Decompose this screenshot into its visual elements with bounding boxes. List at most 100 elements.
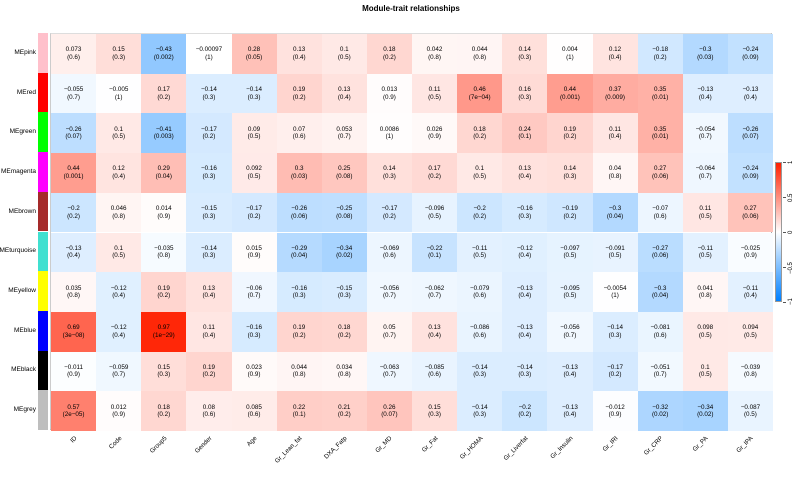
heatmap-cell: −0.22 (0.1) [412,232,458,273]
cell-value: 0.35 [654,86,667,94]
cell-pvalue: (0.2) [157,411,171,419]
heatmap-cell: 0.21 (0.2) [321,391,367,431]
heatmap-cell: 0.0086 (1) [366,113,412,154]
cell-pvalue: (7e−04) [468,93,491,101]
cell-value: −0.25 [336,205,353,213]
cell-pvalue: (0.04) [290,252,308,260]
cell-value: 0.05 [383,324,396,332]
cell-pvalue: (0.1) [292,411,306,419]
cell-pvalue: (0.4) [563,371,577,379]
heatmap-cell: 0.08 (0.6) [186,391,232,431]
cell-pvalue: (0.06) [651,252,669,260]
module-color-swatch [38,191,48,232]
heatmap-cell: −0.34 (0.02) [321,232,367,273]
cell-pvalue: (0.01) [651,133,669,141]
cell-pvalue: (0.09) [742,172,759,180]
cell-value: 0.08 [202,403,216,411]
heatmap-cell: 0.13 (0.4) [502,153,548,193]
cell-pvalue: (0.3) [247,93,261,101]
cell-pvalue: (0.2) [518,411,532,419]
cell-value: −0.15 [336,284,353,292]
cell-value: −0.005 [108,86,129,94]
heatmap-cell: −0.17 (0.2) [231,192,277,233]
heatmap-cell: −0.26 (0.07) [51,113,97,154]
heatmap-cell: 0.3 (0.03) [276,153,322,193]
heatmap-cell: −0.24 (0.09) [727,153,773,193]
heatmap-cell: 0.035 (0.8) [51,272,97,312]
cell-pvalue: (0.2) [202,133,216,141]
cell-value: −0.19 [561,205,578,213]
column-label: Gr_Liverfat [502,435,530,463]
cell-pvalue: (0.7) [428,292,442,300]
heatmap-cell: 0.05 (0.7) [366,311,412,352]
heatmap-cell: 0.16 (0.3) [502,73,548,114]
cell-value: −0.2 [67,205,80,213]
heatmap-cell: 0.13 (0.4) [321,73,367,114]
heatmap-cell: −0.12 (0.4) [96,272,142,312]
cell-pvalue: (0.6) [292,133,306,141]
cell-value: 0.085 [246,403,262,411]
cell-pvalue: (0.3) [157,371,171,379]
cell-value: −0.00097 [195,46,223,54]
heatmap-cell: −0.025 (0.9) [727,232,773,273]
cell-pvalue: (0.9) [382,93,396,101]
heatmap-cell: −0.14 (0.3) [186,232,232,273]
cell-value: −0.025 [740,244,761,252]
heatmap-cell: 0.57 (2e−05) [51,391,97,431]
cell-pvalue: (0.2) [337,331,351,339]
cell-pvalue: (0.04) [155,172,173,180]
column-label: Gender [193,435,214,455]
cell-pvalue: (0.9) [428,133,442,141]
cell-value: 0.35 [654,125,667,133]
heatmap-cell: 0.18 (0.2) [321,311,367,352]
cell-value: 0.44 [67,165,80,173]
cell-pvalue: (0.3) [202,252,216,260]
heatmap-cell: 0.1 (0.5) [96,113,142,154]
cell-pvalue: (0.4) [698,93,712,101]
heatmap-cell: 0.042 (0.8) [412,34,458,74]
cell-pvalue: (0.6) [247,411,261,419]
heatmap-cell: −0.13 (0.4) [547,351,593,392]
cell-value: −0.081 [650,324,670,332]
cell-pvalue: (0.1) [518,133,532,141]
cell-pvalue: (0.08) [336,172,353,180]
cell-value: −0.063 [379,363,400,371]
cell-value: −0.17 [381,205,398,213]
cell-value: 0.18 [338,324,351,332]
cell-value: −0.14 [200,244,217,252]
cell-value: −0.14 [200,86,217,94]
heatmap-cell: −0.19 (0.2) [547,192,593,233]
cell-value: −0.27 [652,244,669,252]
cell-value: 0.04 [608,165,622,173]
cell-value: −0.14 [471,403,488,411]
cell-value: 0.035 [65,284,82,292]
column-label: Gr_Insulin [549,435,575,461]
colorbar-tick [783,232,786,233]
heatmap-cell: 0.97 (1e−29) [141,311,187,352]
heatmap-cell: −0.34 (0.02) [682,391,728,431]
colorbar-tick-label: −1 [788,298,794,306]
heatmap-cell: 0.19 (0.2) [547,113,593,154]
heatmap-cell: −0.14 (0.3) [457,351,503,392]
heatmap-cell: 0.073 (0.6) [51,34,97,74]
heatmap-cell: 0.11 (0.4) [592,113,638,154]
heatmap-cell: 0.11 (0.5) [682,192,728,233]
cell-value: −0.29 [291,244,308,252]
cell-value: 0.17 [157,86,170,94]
heatmap-cell: −0.096 (0.5) [412,192,458,233]
cell-value: 0.15 [157,363,170,371]
cell-value: −0.13 [697,86,714,94]
cell-value: 0.073 [65,46,82,54]
cell-value: −0.035 [154,244,174,252]
cell-pvalue: (0.9) [157,212,171,220]
cell-value: 0.19 [293,86,306,94]
heatmap-cell: 0.25 (0.08) [321,153,367,193]
cell-value: −0.15 [200,205,217,213]
heatmap-grid: 0.073 (0.6) 0.15 (0.3) −0.43 (0.002) −0.00097(… [50,33,773,431]
heatmap-cell: −0.15 (0.3) [186,192,232,233]
heatmap-cell: −0.16 (0.3) [231,311,277,352]
cell-value: 0.092 [246,165,262,173]
cell-value: −0.13 [516,324,533,332]
cell-value: 0.24 [518,125,531,133]
heatmap-cell: −0.035 (0.8) [141,232,187,273]
